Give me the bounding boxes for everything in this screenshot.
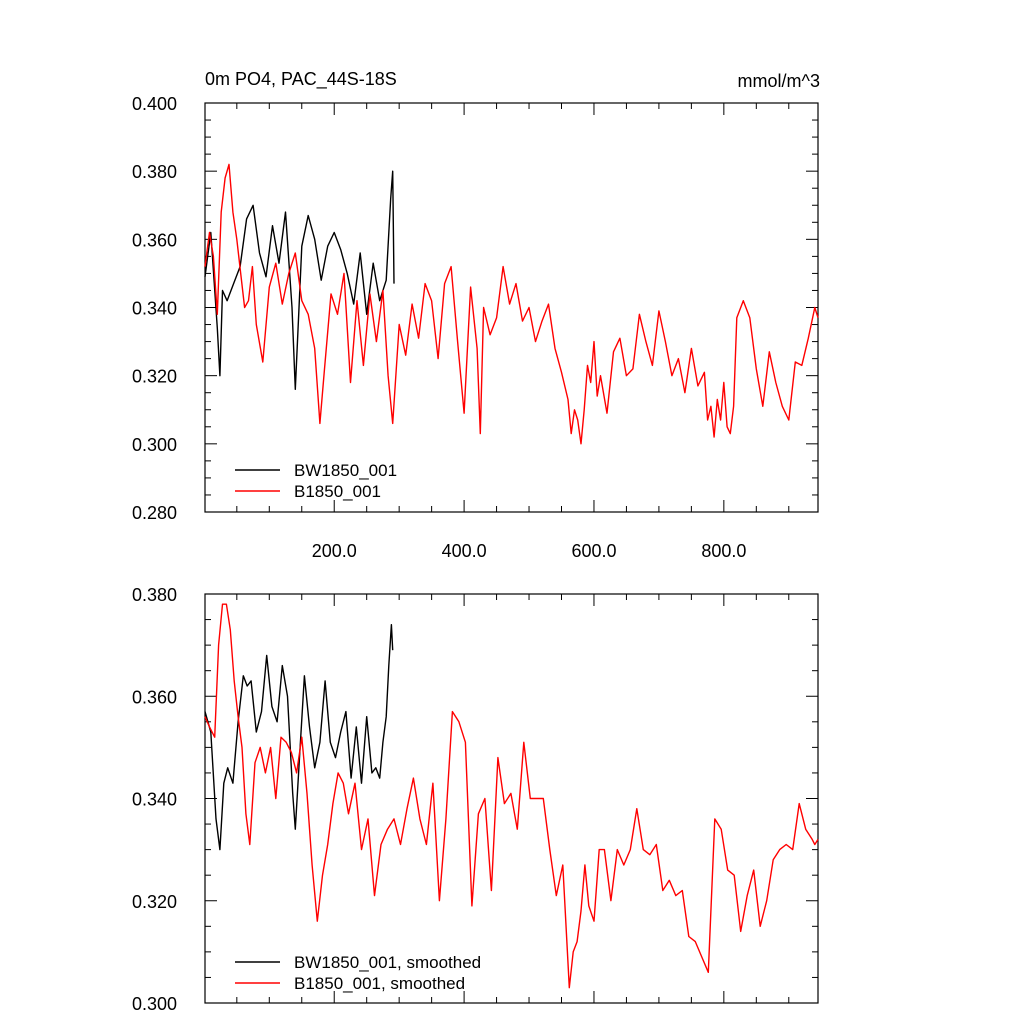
y-tick-label: 0.340 (132, 299, 177, 319)
x-tick-label: 600.0 (571, 541, 616, 561)
top-panel: 0m PO4, PAC_44S-18S mmol/m^3 0.280 0.300 0… (132, 69, 820, 561)
y-tick-label: 0.360 (132, 687, 177, 707)
y-tick-label: 0.400 (132, 94, 177, 114)
legend-label: B1850_001, smoothed (294, 974, 465, 993)
x-tick-label: 400.0 (442, 541, 487, 561)
chart-title: 0m PO4, PAC_44S-18S (205, 69, 397, 90)
bottom-panel: 0.300 0.320 0.340 0.360 0.380 BW1850_001, smo… (132, 585, 819, 1014)
y-tick-label: 0.380 (132, 162, 177, 182)
y-tick-label: 0.320 (132, 367, 177, 387)
legend-label: BW1850_001, smoothed (294, 953, 481, 972)
y-tick-label: 0.380 (132, 585, 177, 605)
plot-frame (204, 102, 819, 513)
series-line-bw1850 (204, 624, 394, 851)
y-tick-label: 0.300 (132, 435, 177, 455)
y-tick-label: 0.300 (132, 994, 177, 1014)
x-tick-label: 200.0 (312, 541, 357, 561)
y-tick-label: 0.320 (132, 892, 177, 912)
legend-label: B1850_001 (294, 482, 381, 501)
series-line-bw1850 (204, 170, 395, 390)
y-tick-label: 0.360 (132, 230, 177, 250)
y-tick-label: 0.340 (132, 790, 177, 810)
x-tick-label: 800.0 (701, 541, 746, 561)
legend-label: BW1850_001 (294, 461, 397, 480)
series-line-b1850 (204, 603, 819, 989)
units-label: mmol/m^3 (738, 71, 820, 91)
series-line-b1850 (204, 163, 819, 445)
y-tick-label: 0.280 (132, 503, 177, 523)
